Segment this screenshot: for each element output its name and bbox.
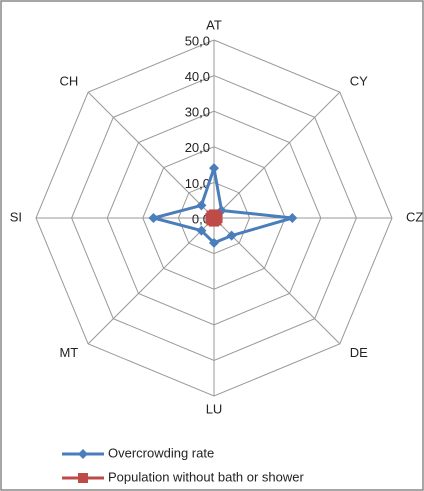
legend-marker — [78, 449, 88, 459]
spoke — [87, 91, 215, 219]
legend-label: Overcrowding rate — [108, 445, 214, 460]
data-point — [148, 213, 159, 223]
data-point — [196, 225, 207, 236]
data-point — [287, 213, 298, 223]
category-label: MT — [59, 345, 78, 360]
category-label: AT — [206, 17, 222, 32]
spoke — [213, 91, 341, 219]
data-point — [209, 237, 219, 248]
data-point — [209, 163, 219, 174]
tick-label: 30,0 — [185, 105, 210, 120]
category-label: CY — [350, 74, 368, 89]
legend-marker — [78, 473, 88, 483]
category-label: DE — [350, 345, 368, 360]
data-point — [226, 230, 237, 241]
tick-label: 10,0 — [185, 176, 210, 191]
spoke — [213, 217, 341, 345]
legend-label: Population without bath or shower — [108, 469, 305, 484]
tick-label: 40,0 — [185, 69, 210, 84]
data-point — [196, 200, 207, 211]
category-label: CZ — [406, 209, 423, 224]
category-label: CH — [59, 74, 78, 89]
data-point — [206, 210, 217, 221]
tick-label: 50,0 — [185, 33, 210, 48]
spoke — [87, 217, 215, 345]
category-label: SI — [10, 209, 22, 224]
tick-label: 20,0 — [185, 140, 210, 155]
category-label: LU — [206, 401, 223, 416]
